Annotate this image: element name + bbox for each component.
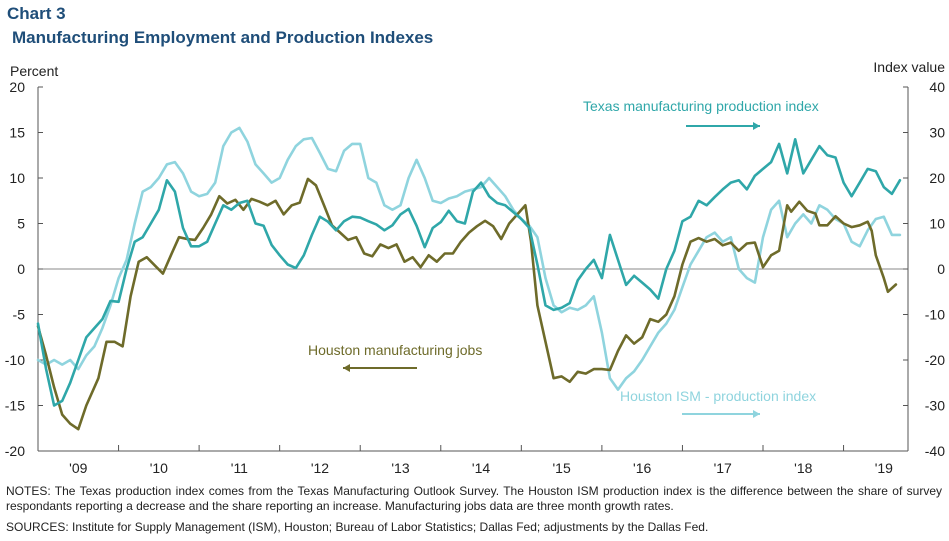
- x-tick-label: '10: [150, 460, 168, 476]
- y-axis-label: Percent: [10, 63, 58, 79]
- y2-tick-label: 0: [937, 261, 945, 277]
- y2-tick-label: -20: [925, 352, 945, 368]
- y-tick-label: -10: [5, 352, 25, 368]
- x-tick-label: '17: [714, 460, 732, 476]
- y-tick-label: -15: [5, 398, 25, 414]
- x-tick-label: '18: [794, 460, 812, 476]
- series-line-houston-ism: [36, 126, 902, 391]
- annotation-texas-production: Texas manufacturing production index: [583, 98, 819, 114]
- x-tick-label: '14: [472, 460, 490, 476]
- y2-tick-label: 40: [929, 79, 945, 95]
- annotation-houston-jobs-arrowhead: [343, 364, 350, 372]
- chart-notes: NOTES: The Texas production index comes …: [6, 484, 942, 513]
- y2-axis-label: Index value: [873, 59, 945, 75]
- annotation-houston-ism: Houston ISM - production index: [620, 388, 816, 404]
- y2-tick-label: -10: [925, 307, 945, 323]
- y2-tick-label: 30: [929, 125, 945, 141]
- y-tick-label: -20: [5, 443, 25, 459]
- x-tick-label: '19: [875, 460, 893, 476]
- y-tick-label: -5: [13, 307, 26, 323]
- y-tick-label: 0: [17, 261, 25, 277]
- chart-label: Chart 3: [7, 4, 66, 23]
- x-tick-label: '13: [391, 460, 409, 476]
- annotation-houston-jobs: Houston manufacturing jobs: [308, 342, 482, 358]
- line-chart: Percent Index value 20 15 10 5 0 -5 -10 -15 -20 4…: [5, 59, 945, 476]
- x-tick-label: '11: [231, 460, 248, 476]
- x-tick-label: '15: [552, 460, 570, 476]
- annotation-houston-ism-arrowhead: [753, 410, 760, 418]
- y2-tick-label: 20: [929, 170, 945, 186]
- y2-tick-label: -30: [925, 398, 945, 414]
- y-tick-label: 20: [9, 79, 25, 95]
- y2-tick-label: 10: [929, 216, 945, 232]
- y-tick-label: 5: [17, 216, 25, 232]
- chart-title: Manufacturing Employment and Production …: [12, 28, 434, 47]
- y-tick-label: 15: [9, 125, 25, 141]
- series-line-texas-production: [36, 138, 902, 407]
- y-tick-label: 10: [9, 170, 25, 186]
- annotation-texas-production-arrowhead: [753, 122, 760, 130]
- x-tick-label: '09: [69, 460, 87, 476]
- y2-tick-label: -40: [925, 443, 945, 459]
- x-tick-label: '16: [633, 460, 651, 476]
- x-tick-label: '12: [311, 460, 329, 476]
- chart-sources: SOURCES: Institute for Supply Management…: [6, 520, 709, 534]
